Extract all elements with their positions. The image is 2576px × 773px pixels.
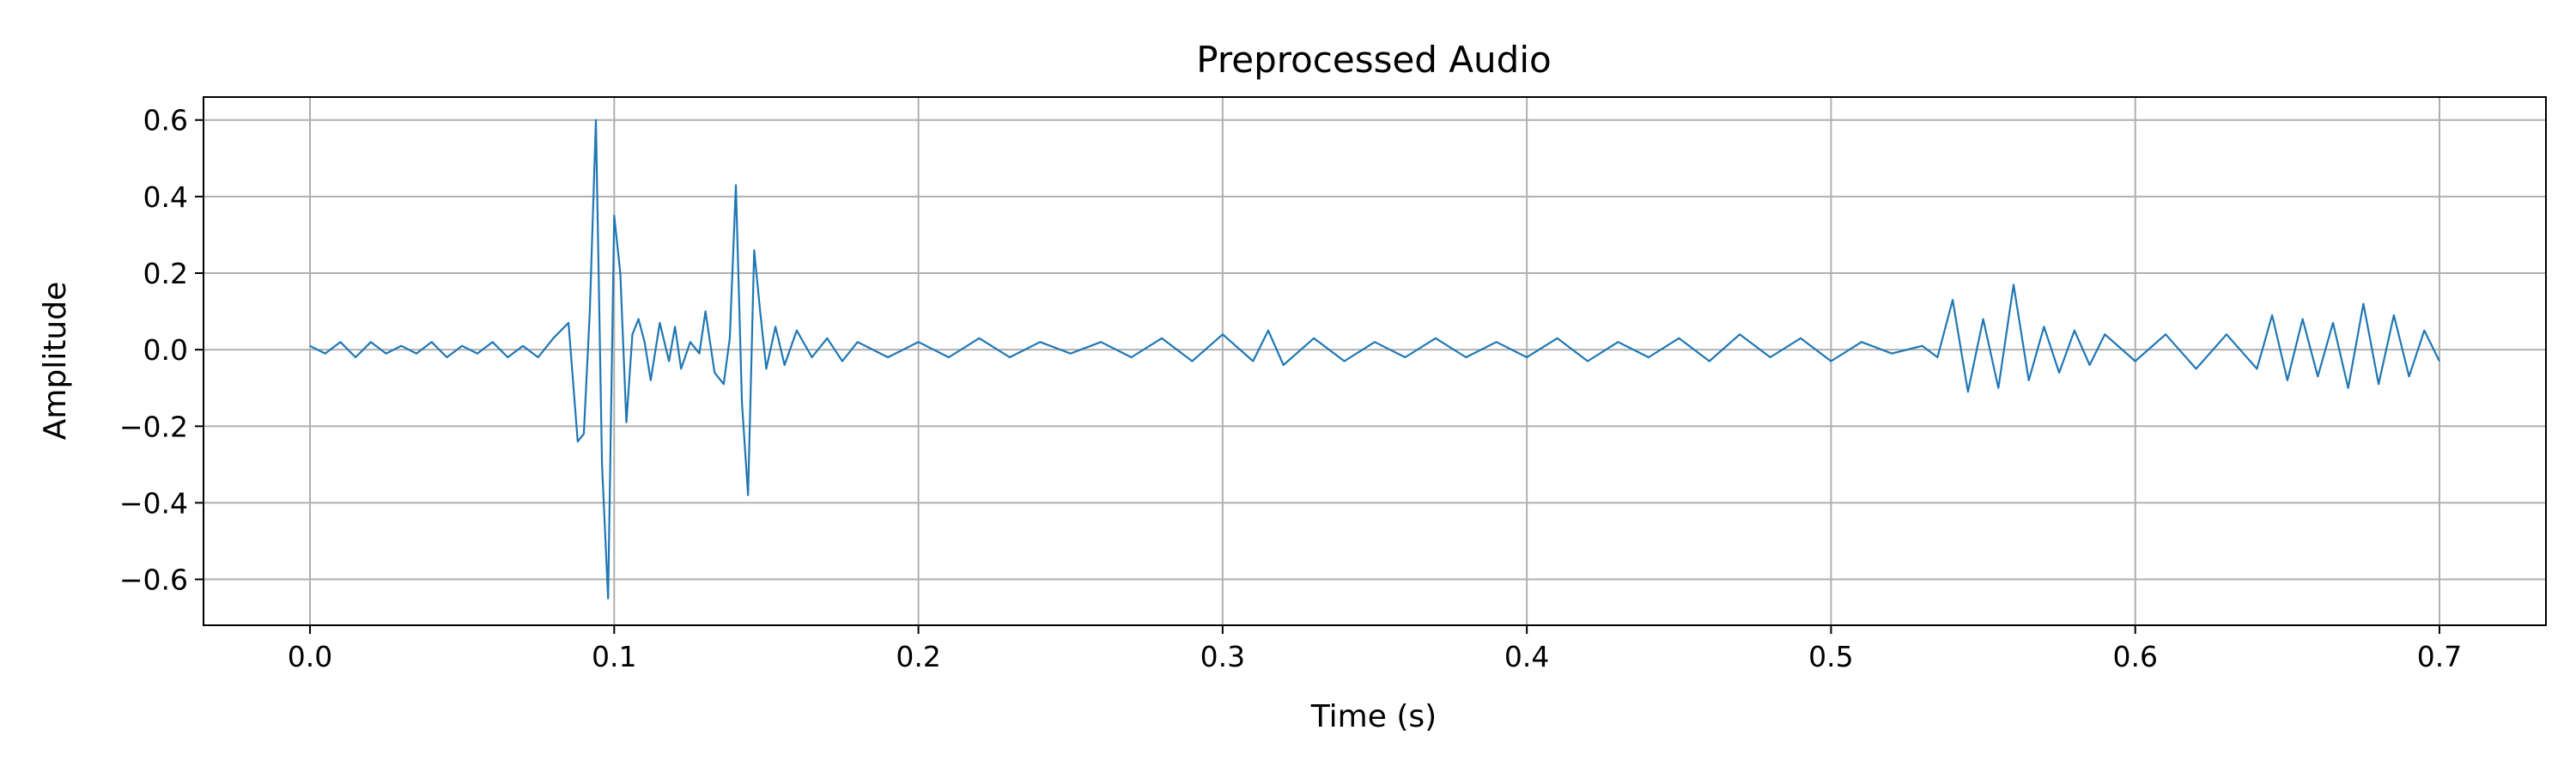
- y-tick-label: 0.4: [143, 180, 188, 214]
- y-tick-label: −0.4: [119, 486, 188, 520]
- x-tick-label: 0.2: [896, 640, 940, 673]
- x-tick-label: 0.4: [1504, 640, 1549, 673]
- chart-title: Preprocessed Audio: [1196, 39, 1551, 81]
- y-tick-label: 0.6: [143, 104, 188, 137]
- x-tick-label: 0.5: [1808, 640, 1853, 673]
- y-tick-label: 0.2: [143, 257, 188, 290]
- x-tick-label: 0.7: [2417, 640, 2462, 673]
- x-tick-label: 0.0: [288, 640, 332, 673]
- y-tick-label: −0.6: [119, 563, 188, 597]
- x-axis-label: Time (s): [1310, 699, 1437, 734]
- x-tick-label: 0.6: [2112, 640, 2157, 673]
- y-tick-label: 0.0: [143, 333, 188, 367]
- y-tick-label: −0.2: [119, 410, 188, 443]
- x-tick-label: 0.1: [592, 640, 636, 673]
- x-tick-label: 0.3: [1200, 640, 1245, 673]
- y-axis-label: Amplitude: [38, 282, 73, 440]
